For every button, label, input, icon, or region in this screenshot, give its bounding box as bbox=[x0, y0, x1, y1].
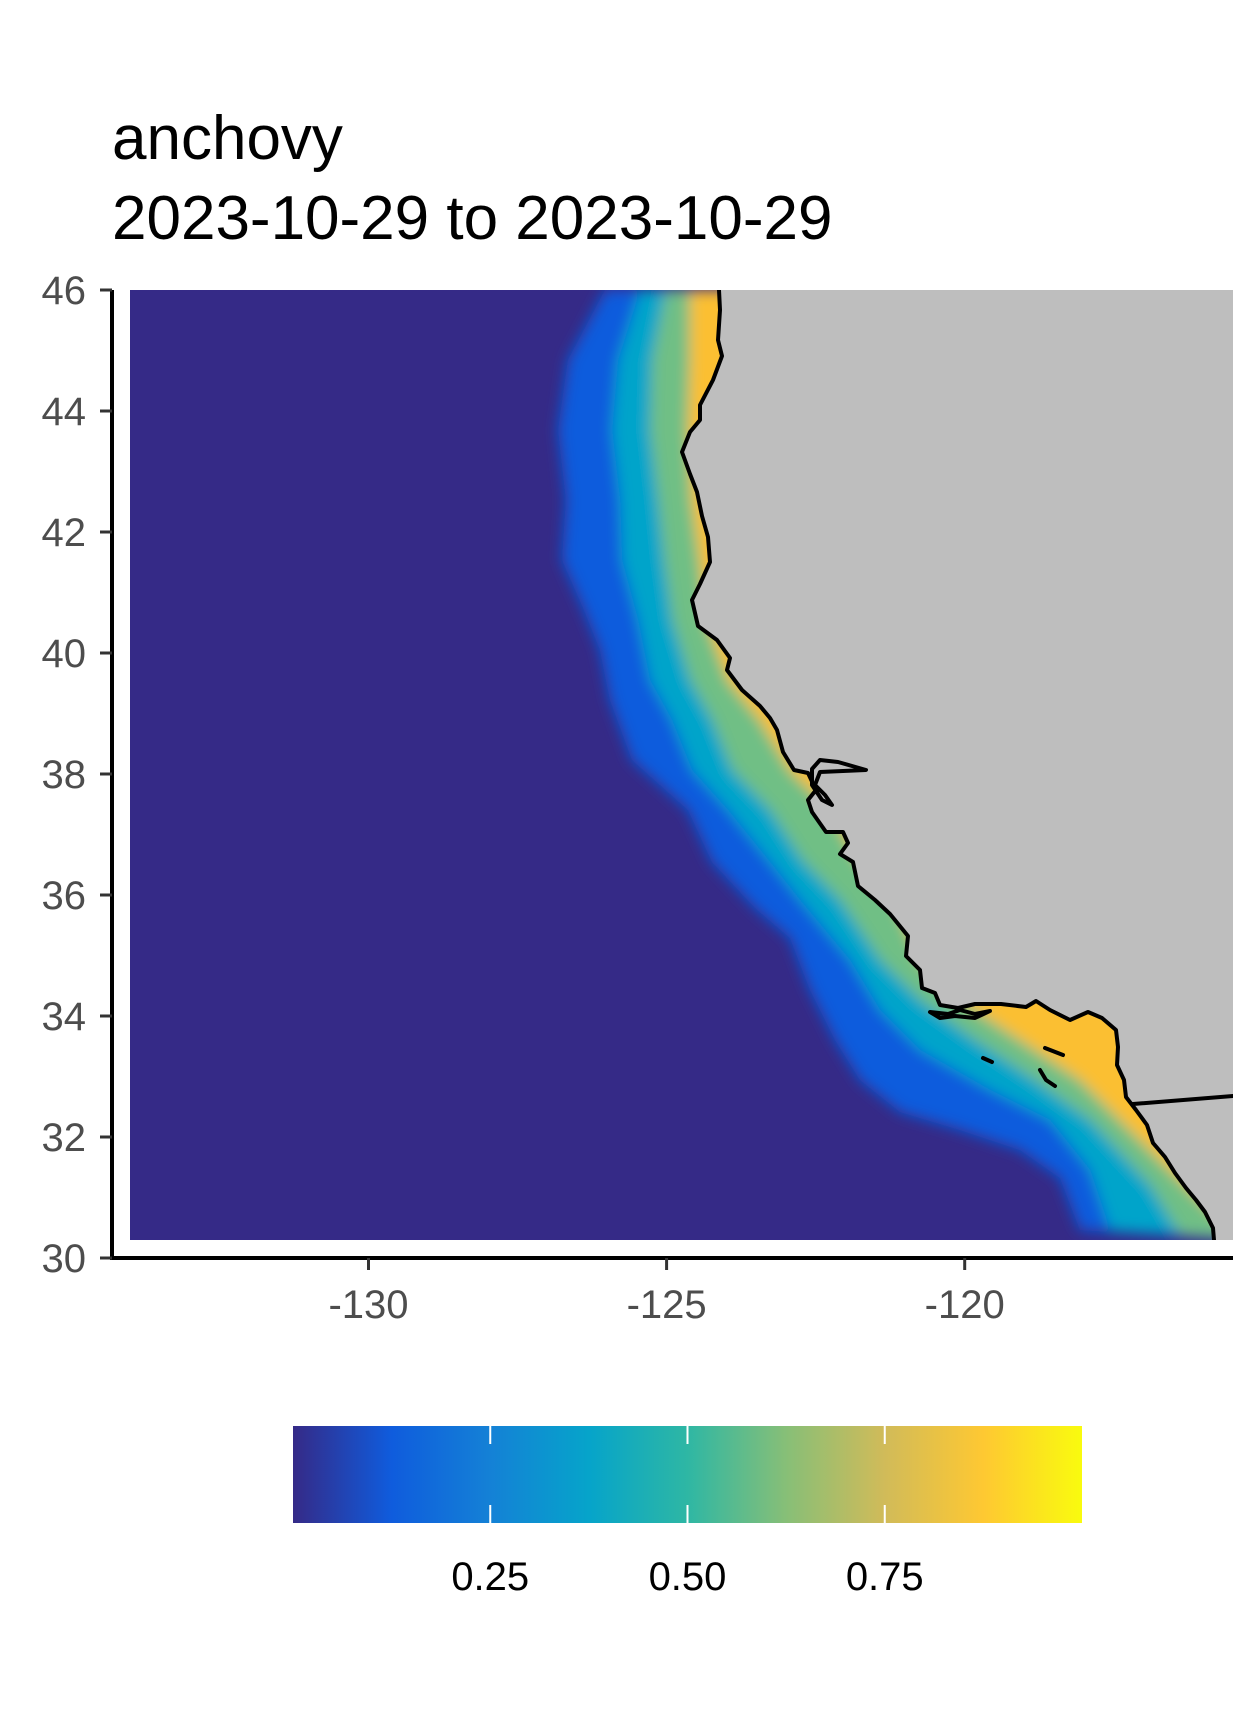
y-tick-label: 40 bbox=[42, 632, 87, 676]
channel-islands-1 bbox=[928, 1008, 992, 1020]
y-tick-label: 36 bbox=[42, 874, 87, 918]
y-tick-label: 34 bbox=[42, 995, 87, 1039]
plot-bottom-margin bbox=[118, 1240, 1233, 1260]
channel-islands-4 bbox=[1038, 1068, 1057, 1088]
y-axis: 30 32 34 36 38 40 42 44 46 bbox=[42, 269, 112, 1281]
mainland-coastline bbox=[680, 290, 1216, 1240]
y-tick-label: 30 bbox=[42, 1237, 87, 1281]
x-tick-label: -125 bbox=[627, 1283, 707, 1327]
map-title-date-range: 2023-10-29 to 2023-10-29 bbox=[112, 184, 833, 253]
x-tick-label: -120 bbox=[925, 1283, 1005, 1327]
y-tick-label: 46 bbox=[42, 269, 87, 313]
border-line bbox=[1131, 1094, 1233, 1106]
x-tick-label: -130 bbox=[328, 1283, 408, 1327]
y-tick-label: 32 bbox=[42, 1116, 87, 1160]
channel-islands-3 bbox=[1043, 1046, 1065, 1057]
y-tick-label: 44 bbox=[42, 390, 87, 434]
y-tick-label: 42 bbox=[42, 511, 87, 555]
coastline bbox=[680, 290, 1233, 1240]
colorbar-tick-label: 0.75 bbox=[846, 1555, 924, 1599]
channel-islands-2 bbox=[981, 1056, 994, 1064]
map-title-species: anchovy bbox=[112, 104, 343, 173]
colorbar-tick-label: 0.25 bbox=[451, 1555, 529, 1599]
colorbar-tick-label: 0.50 bbox=[649, 1555, 727, 1599]
y-tick-label: 38 bbox=[42, 753, 87, 797]
x-axis: -130 -125 -120 bbox=[328, 1258, 1005, 1327]
colorbar-ticks: 0.25 0.50 0.75 bbox=[451, 1426, 924, 1599]
land-area bbox=[682, 290, 1233, 1240]
colorbar-legend: 0.25 0.50 0.75 bbox=[293, 1426, 1082, 1599]
plot-left-margin bbox=[114, 290, 130, 1260]
sf-bay-outline bbox=[810, 758, 868, 807]
